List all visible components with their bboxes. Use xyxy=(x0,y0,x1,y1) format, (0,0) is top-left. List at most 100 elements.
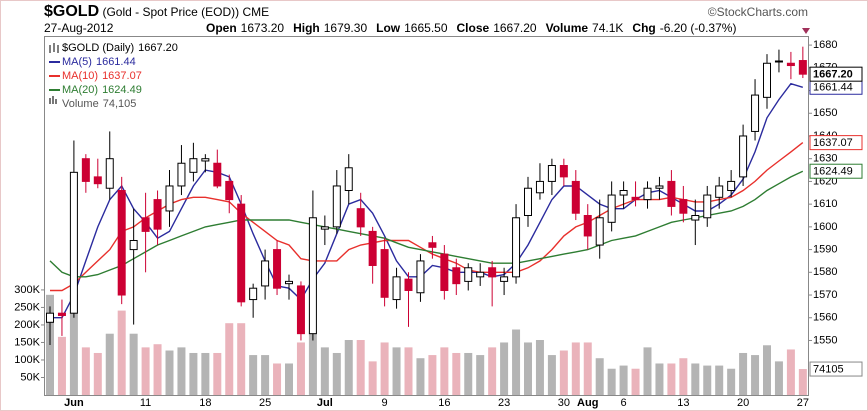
volume-bar xyxy=(619,365,628,395)
candle-body xyxy=(332,185,341,228)
candle-layer xyxy=(46,46,807,346)
axes-layer: 1550156015701580159016001610162016301640… xyxy=(14,39,863,409)
y-tick-label: 1570 xyxy=(813,289,837,301)
summary: Open 1673.20 High 1679.30 Low 1665.50 Close 166… xyxy=(206,21,736,35)
summary-label: Close xyxy=(456,21,490,35)
volume-bar xyxy=(571,342,580,395)
x-tick-label: 9 xyxy=(382,397,388,409)
volume-bar xyxy=(667,363,676,395)
candle-body xyxy=(368,230,377,266)
candle-body xyxy=(261,260,270,287)
summary-label: Low xyxy=(376,21,401,35)
candle-body xyxy=(237,203,246,303)
volume-bar xyxy=(225,323,234,395)
x-tick-label: 16 xyxy=(438,397,450,409)
volume-bar xyxy=(500,342,509,395)
chart-title: $GOLD xyxy=(44,3,100,20)
chart-subtitle: (Gold - Spot Price (EOD)) xyxy=(102,5,240,19)
candle-body xyxy=(679,199,688,214)
candle-body xyxy=(428,242,437,248)
x-tick-label: 23 xyxy=(498,397,510,409)
candle-body xyxy=(356,208,365,228)
legend-entry: MA(5) 1661.44 xyxy=(62,56,136,68)
volume-bar xyxy=(464,352,473,395)
candle-body xyxy=(165,185,174,212)
legend-icon xyxy=(52,96,54,104)
volume-bar xyxy=(440,347,449,395)
volume-bar xyxy=(476,355,485,395)
candle-body xyxy=(476,271,485,278)
volume-bar xyxy=(392,347,401,395)
candle-body xyxy=(392,276,401,301)
y-tick-label: 1590 xyxy=(813,243,837,255)
volume-bar xyxy=(117,310,126,395)
volume-tick-label: 300K xyxy=(14,284,40,296)
volume-bar xyxy=(583,342,592,395)
volume-bar xyxy=(715,365,724,395)
volume-tick-label: 200K xyxy=(14,319,40,331)
volume-bar xyxy=(105,333,114,395)
volume-bar xyxy=(751,355,760,395)
summary-line: 27-Aug-2012 Open 1673.20 High 1679.30 Low 166… xyxy=(44,21,808,36)
legend-text: 1624.49 xyxy=(102,84,142,96)
candle-body xyxy=(344,167,353,192)
candle-body xyxy=(655,185,664,189)
candle-body xyxy=(488,267,497,278)
legend-entry: MA(10) 1637.07 xyxy=(62,70,142,82)
y-tick-label: 1560 xyxy=(813,312,837,324)
legend-text: 74,105 xyxy=(103,98,137,110)
legend-background xyxy=(48,41,198,111)
volume-bar xyxy=(201,352,210,395)
candle-body xyxy=(512,217,521,278)
value-tag-label: 1637.07 xyxy=(813,137,853,149)
volume-bar xyxy=(512,329,521,395)
candle-body xyxy=(81,158,90,182)
candle-body xyxy=(320,226,329,230)
volume-bar xyxy=(165,350,174,395)
candle-body xyxy=(57,312,66,316)
volume-bar xyxy=(189,352,198,395)
x-tick-label: 18 xyxy=(199,397,211,409)
candle-body xyxy=(93,176,102,185)
summary-value: 1667.20 xyxy=(493,21,537,35)
candle-body xyxy=(595,217,604,246)
volume-bar xyxy=(452,352,461,395)
candle-body xyxy=(631,196,640,201)
candle-body xyxy=(285,280,293,285)
volume-bar xyxy=(273,363,282,395)
date: 27-Aug-2012 xyxy=(44,21,114,35)
candle-body xyxy=(786,62,795,67)
legend-icon xyxy=(49,98,51,104)
legend-text: MA(20) xyxy=(62,84,98,96)
legend-entry: MA(20) 1624.49 xyxy=(62,84,142,96)
volume-bar xyxy=(57,336,66,395)
volume-bar xyxy=(739,352,748,395)
volume-bar xyxy=(285,363,293,395)
summary-label: Chg xyxy=(632,21,656,35)
ma-layer xyxy=(49,82,804,319)
summary-label: High xyxy=(293,21,320,35)
volume-bar xyxy=(308,331,317,395)
legend-entry: $GOLD (Daily) 1667.20 xyxy=(62,42,178,54)
candle-body xyxy=(129,239,138,251)
value-tag xyxy=(809,66,863,82)
volume-bar xyxy=(595,358,604,395)
ma-line xyxy=(49,170,804,278)
candle-body xyxy=(225,180,234,201)
candle-body xyxy=(440,253,449,291)
volume-bar xyxy=(93,352,102,395)
candle-body xyxy=(691,215,700,221)
candle-body xyxy=(69,171,78,314)
candle-body xyxy=(547,165,556,182)
candle-body xyxy=(500,276,509,282)
candle-body xyxy=(464,267,473,282)
exchange: CME xyxy=(242,5,270,19)
volume-bar xyxy=(332,352,341,395)
legend-text: 1637.07 xyxy=(102,70,142,82)
legend: $GOLD (Daily) 1667.20 MA(5) 1661.44 MA(10) 16… xyxy=(48,41,198,111)
volume-bar xyxy=(69,294,78,395)
x-tick-label: Aug xyxy=(577,397,598,409)
y-tick-label: 1680 xyxy=(813,39,837,51)
candle-body xyxy=(535,180,544,194)
